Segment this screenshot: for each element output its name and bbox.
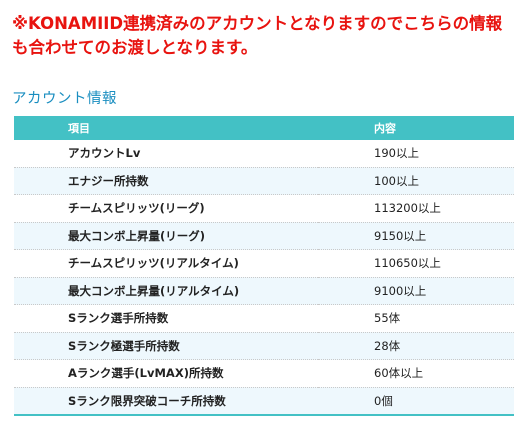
row-item-value: 55体	[318, 304, 514, 333]
row-item-label: Sランク極選手所持数	[14, 332, 318, 360]
table-header-row: 項目 内容	[14, 116, 514, 140]
row-item-value: 28体	[318, 332, 514, 360]
row-item-value: 0個	[318, 387, 514, 416]
notice-text: ※KONAMIID連携済みのアカウントとなりますのでこちらの情報も合わせてのお渡…	[12, 14, 503, 57]
table-row: Aランク選手(LvMAX)所持数 60体以上	[14, 359, 514, 388]
row-item-label: Sランク選手所持数	[14, 304, 318, 333]
section-title: アカウント情報	[12, 91, 117, 107]
row-item-label: Aランク選手(LvMAX)所持数	[14, 359, 318, 388]
account-info-table: 項目 内容 アカウントLv 190以上 エナジー所持数 100以上 チームスピリ…	[14, 116, 514, 416]
row-item-label: 最大コンボ上昇量(リーグ)	[14, 222, 318, 250]
table-row: Sランク選手所持数 55体	[14, 304, 514, 333]
row-item-label: チームスピリッツ(リアルタイム)	[14, 249, 318, 278]
table-row: チームスピリッツ(リーグ) 113200以上	[14, 194, 514, 223]
row-item-value: 60体以上	[318, 359, 514, 388]
table-row: エナジー所持数 100以上	[14, 167, 514, 195]
table-row: Sランク限界突破コーチ所持数 0個	[14, 387, 514, 416]
table-row: 最大コンボ上昇量(リーグ) 9150以上	[14, 222, 514, 250]
row-item-value: 113200以上	[318, 194, 514, 223]
column-header-item: 項目	[14, 116, 318, 140]
table-row: チームスピリッツ(リアルタイム) 110650以上	[14, 249, 514, 278]
column-header-value: 内容	[318, 116, 514, 140]
row-item-label: アカウントLv	[14, 140, 318, 168]
row-item-value: 9150以上	[318, 222, 514, 250]
row-item-value: 100以上	[318, 167, 514, 195]
row-item-value: 190以上	[318, 140, 514, 168]
table-row: Sランク極選手所持数 28体	[14, 332, 514, 360]
row-item-label: 最大コンボ上昇量(リアルタイム)	[14, 277, 318, 305]
table-row: アカウントLv 190以上	[14, 140, 514, 168]
row-item-label: チームスピリッツ(リーグ)	[14, 194, 318, 223]
row-item-value: 110650以上	[318, 249, 514, 278]
row-item-value: 9100以上	[318, 277, 514, 305]
table-row: 最大コンボ上昇量(リアルタイム) 9100以上	[14, 277, 514, 305]
row-item-label: Sランク限界突破コーチ所持数	[14, 387, 318, 416]
row-item-label: エナジー所持数	[14, 167, 318, 195]
